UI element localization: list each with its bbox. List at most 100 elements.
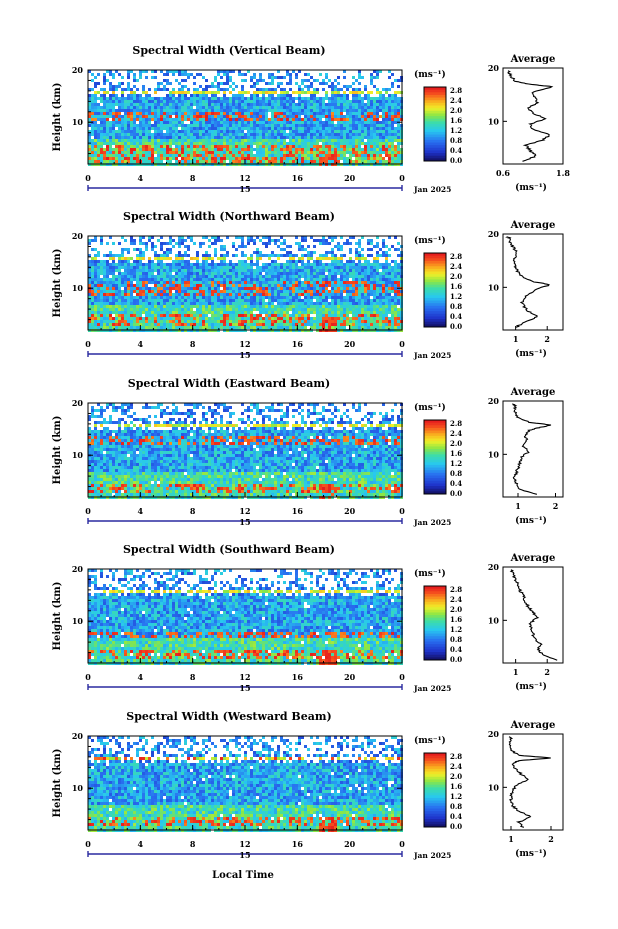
heatmap-cell (118, 263, 121, 266)
heatmap-cell (295, 91, 298, 94)
heatmap-cell (100, 94, 103, 97)
heatmap-cell (244, 127, 247, 130)
heatmap-cell (103, 302, 106, 305)
heatmap-cell (202, 281, 205, 284)
heatmap-cell (394, 103, 397, 106)
heatmap-cell (349, 160, 352, 163)
heatmap-cell (334, 148, 337, 151)
heatmap-cell (346, 151, 349, 154)
heatmap-cell (106, 151, 109, 154)
heatmap-cell (337, 97, 340, 100)
heatmap-cell (328, 118, 331, 121)
heatmap-cell (352, 76, 355, 79)
heatmap-cell (322, 157, 325, 160)
heatmap-cell (349, 91, 352, 94)
heatmap-cell (142, 97, 145, 100)
avg-x-tick-label: 0.6 (496, 168, 510, 178)
heatmap-cell (271, 302, 274, 305)
heatmap-cell (103, 263, 106, 266)
heatmap-cell (241, 314, 244, 317)
heatmap-cell (154, 299, 157, 302)
heatmap-cell (388, 88, 391, 91)
heatmap-cell (250, 305, 253, 308)
heatmap-cell (190, 106, 193, 109)
heatmap-cell (244, 317, 247, 320)
heatmap-cell (232, 130, 235, 133)
heatmap-cell (109, 257, 112, 260)
heatmap-cell (259, 293, 262, 296)
heatmap-cell (364, 148, 367, 151)
heatmap-cell (100, 160, 103, 163)
heatmap-cell (328, 142, 331, 145)
heatmap-cell (304, 266, 307, 269)
heatmap-cell (337, 88, 340, 91)
heatmap-cell (310, 136, 313, 139)
heatmap-cell (163, 109, 166, 112)
heatmap-cell (106, 305, 109, 308)
heatmap-cell (391, 103, 394, 106)
heatmap-cell (289, 302, 292, 305)
heatmap-cell (232, 112, 235, 115)
heatmap-cell (223, 139, 226, 142)
heatmap-cell (304, 85, 307, 88)
heatmap-cell (202, 154, 205, 157)
heatmap-cell (166, 130, 169, 133)
heatmap-cell (277, 275, 280, 278)
heatmap-cell (208, 263, 211, 266)
heatmap-cell (157, 260, 160, 263)
heatmap-cell (238, 106, 241, 109)
heatmap-cell (100, 115, 103, 118)
heatmap-cell (139, 287, 142, 290)
heatmap-cell (100, 157, 103, 160)
heatmap-cell (358, 151, 361, 154)
heatmap-cell (157, 112, 160, 115)
heatmap-cell (148, 145, 151, 148)
heatmap-cell (202, 326, 205, 329)
heatmap-cells (88, 236, 403, 332)
heatmap-cell (232, 302, 235, 305)
heatmap-cell (139, 145, 142, 148)
heatmap-cell (145, 278, 148, 281)
heatmap-cell (157, 115, 160, 118)
heatmap-cell (283, 284, 286, 287)
heatmap-cell (130, 308, 133, 311)
heatmap-cell (208, 127, 211, 130)
heatmap-cell (109, 296, 112, 299)
heatmap-cell (250, 239, 253, 242)
heatmap-cell (145, 320, 148, 323)
heatmap-cell (238, 272, 241, 275)
heatmap-cell (217, 284, 220, 287)
heatmap-cell (244, 148, 247, 151)
heatmap-cell (328, 112, 331, 115)
heatmap-cell (337, 157, 340, 160)
heatmap-cell (319, 148, 322, 151)
heatmap-cell (340, 103, 343, 106)
heatmap-cell (127, 278, 130, 281)
heatmap-cell (280, 308, 283, 311)
heatmap-cell (220, 121, 223, 124)
heatmap-cell (253, 148, 256, 151)
heatmap-cell (247, 317, 250, 320)
heatmap-cell (235, 130, 238, 133)
heatmap-cell (292, 287, 295, 290)
heatmap-cell (139, 236, 142, 239)
heatmap-cell (220, 151, 223, 154)
heatmap-cell (301, 236, 304, 239)
heatmap-cell (163, 145, 166, 148)
heatmap-cell (88, 94, 91, 97)
heatmap-cell (169, 103, 172, 106)
heatmap-cell (268, 272, 271, 275)
heatmap-cell (187, 88, 190, 91)
heatmap-cell (148, 257, 151, 260)
heatmap-cell (265, 254, 268, 257)
heatmap-cell (310, 112, 313, 115)
heatmap-cell (298, 130, 301, 133)
heatmap-cell (277, 305, 280, 308)
heatmap-cell (301, 103, 304, 106)
heatmap-cell (184, 142, 187, 145)
heatmap-cell (358, 157, 361, 160)
heatmap-cell (241, 103, 244, 106)
heatmap-cell (337, 115, 340, 118)
heatmap-cell (214, 317, 217, 320)
heatmap-cell (274, 88, 277, 91)
